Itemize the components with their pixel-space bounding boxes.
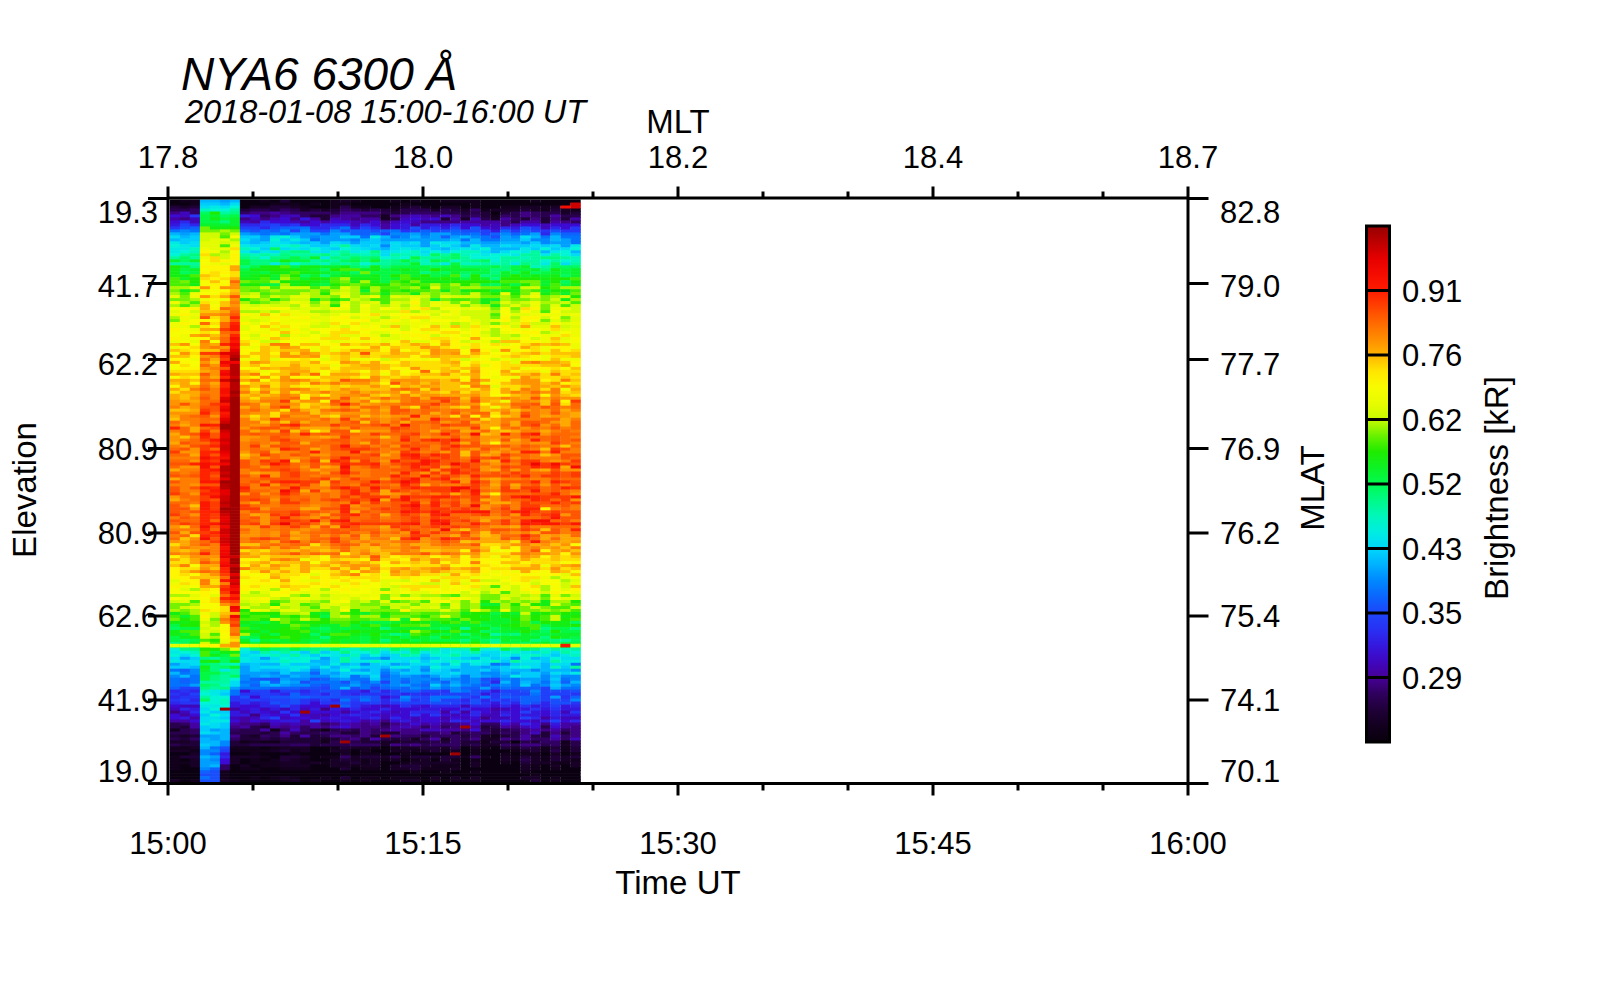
svg-text:Elevation: Elevation (6, 422, 43, 558)
svg-text:NYA6 6300 Å: NYA6 6300 Å (181, 48, 457, 100)
svg-text:0.35: 0.35 (1402, 596, 1462, 631)
svg-text:15:00: 15:00 (129, 826, 207, 861)
svg-text:0.76: 0.76 (1402, 338, 1462, 373)
svg-text:0.29: 0.29 (1402, 661, 1462, 696)
svg-text:19.0: 19.0 (98, 754, 158, 789)
svg-text:16:00: 16:00 (1149, 826, 1227, 861)
svg-text:62.2: 62.2 (98, 347, 158, 382)
svg-text:74.1: 74.1 (1220, 683, 1280, 718)
svg-text:77.7: 77.7 (1220, 347, 1280, 382)
svg-text:Time UT: Time UT (615, 864, 740, 901)
svg-text:18.2: 18.2 (648, 140, 708, 175)
svg-text:18.0: 18.0 (393, 140, 453, 175)
svg-text:80.9: 80.9 (98, 516, 158, 551)
svg-text:0.43: 0.43 (1402, 532, 1462, 567)
svg-text:76.2: 76.2 (1220, 516, 1280, 551)
svg-text:41.9: 41.9 (98, 683, 158, 718)
svg-text:0.62: 0.62 (1402, 403, 1462, 438)
svg-text:79.0: 79.0 (1220, 269, 1280, 304)
svg-text:MLAT: MLAT (1294, 445, 1331, 531)
svg-text:15:15: 15:15 (384, 826, 462, 861)
svg-text:80.9: 80.9 (98, 432, 158, 467)
svg-text:15:45: 15:45 (894, 826, 972, 861)
svg-text:MLT: MLT (646, 103, 710, 140)
svg-text:41.7: 41.7 (98, 269, 158, 304)
svg-text:15:30: 15:30 (639, 826, 717, 861)
svg-text:18.4: 18.4 (903, 140, 963, 175)
svg-text:75.4: 75.4 (1220, 599, 1280, 634)
svg-text:17.8: 17.8 (138, 140, 198, 175)
svg-text:18.7: 18.7 (1158, 140, 1218, 175)
svg-text:82.8: 82.8 (1220, 195, 1280, 230)
svg-text:19.3: 19.3 (98, 195, 158, 230)
svg-text:70.1: 70.1 (1220, 754, 1280, 789)
svg-text:2018-01-08 15:00-16:00 UT: 2018-01-08 15:00-16:00 UT (184, 94, 588, 130)
svg-text:0.52: 0.52 (1402, 467, 1462, 502)
svg-text:0.91: 0.91 (1402, 274, 1462, 309)
svg-text:Brightness [kR]: Brightness [kR] (1478, 376, 1515, 600)
svg-text:76.9: 76.9 (1220, 432, 1280, 467)
svg-text:62.6: 62.6 (98, 599, 158, 634)
